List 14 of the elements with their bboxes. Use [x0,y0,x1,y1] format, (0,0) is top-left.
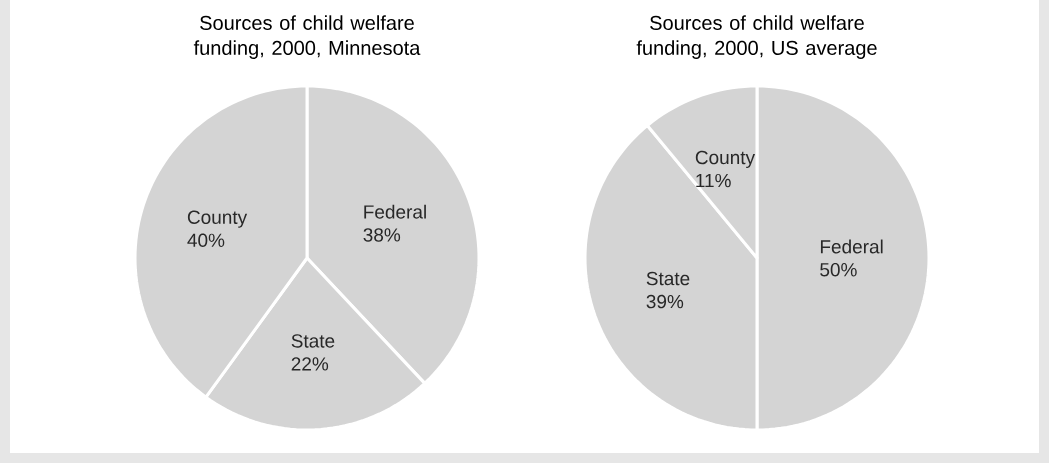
data-label: 40% [187,233,225,247]
slice-label: State [646,271,690,286]
data-label: 38% [363,228,401,242]
slice-label: Federal [820,239,883,254]
chart-title: Sources of child welfare funding, 2000, US average [636,15,877,59]
data-label: 39% [646,294,684,309]
slice-label: County [187,210,248,228]
data-label: 50% [820,263,857,277]
data-label: 22% [291,357,329,371]
slice-label: Federal [364,204,426,219]
chart-title: Sources of child welfare funding, 2000, Minnesota [193,15,421,59]
data-label: 11% [696,173,731,188]
slice-label: State [291,334,335,348]
slice-label: County [695,150,756,169]
